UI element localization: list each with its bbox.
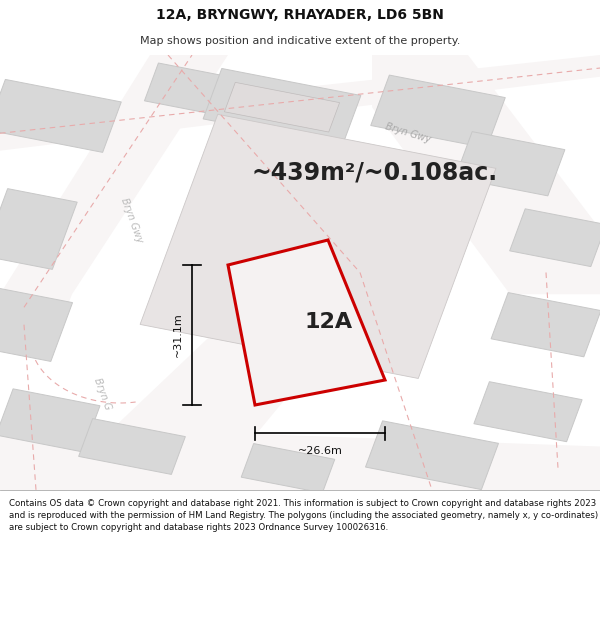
Polygon shape (241, 444, 335, 493)
Polygon shape (0, 55, 600, 151)
Text: ~26.6m: ~26.6m (298, 446, 343, 456)
Polygon shape (224, 82, 340, 132)
Polygon shape (365, 421, 499, 489)
Text: Bryn Gwy: Bryn Gwy (119, 196, 145, 244)
Polygon shape (474, 382, 582, 442)
Polygon shape (509, 209, 600, 267)
Polygon shape (0, 425, 600, 490)
Text: ~31.1m: ~31.1m (173, 312, 183, 358)
Polygon shape (0, 389, 100, 452)
Polygon shape (455, 132, 565, 196)
Polygon shape (0, 55, 228, 325)
Polygon shape (228, 240, 385, 405)
Polygon shape (0, 79, 121, 152)
Polygon shape (203, 69, 361, 146)
Text: Contains OS data © Crown copyright and database right 2021. This information is : Contains OS data © Crown copyright and d… (9, 499, 598, 532)
Polygon shape (0, 189, 77, 269)
Polygon shape (0, 288, 73, 361)
Polygon shape (265, 262, 372, 390)
Polygon shape (145, 63, 239, 117)
Text: 12A, BRYNGWY, RHAYADER, LD6 5BN: 12A, BRYNGWY, RHAYADER, LD6 5BN (156, 8, 444, 22)
Text: Map shows position and indicative extent of the property.: Map shows position and indicative extent… (140, 36, 460, 46)
Text: ~439m²/~0.108ac.: ~439m²/~0.108ac. (252, 161, 498, 184)
Text: 12A: 12A (305, 312, 353, 332)
Polygon shape (140, 114, 496, 379)
Polygon shape (48, 251, 390, 490)
Polygon shape (372, 55, 600, 294)
Polygon shape (491, 292, 600, 357)
Polygon shape (79, 419, 185, 474)
Polygon shape (371, 75, 505, 148)
Text: Bryn Gwy: Bryn Gwy (384, 122, 432, 145)
Text: Bryn G: Bryn G (92, 377, 112, 412)
